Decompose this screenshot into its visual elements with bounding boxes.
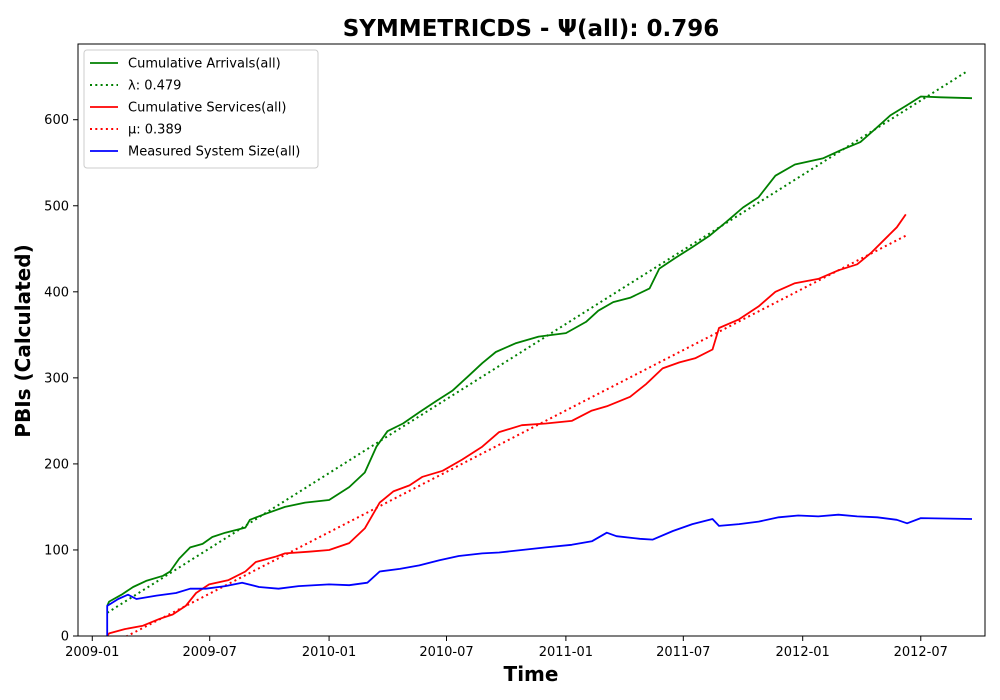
legend-box: [83, 49, 319, 169]
axes: 2009-01 2009-07 2010-01 2010-07 2011-01 2011-…: [44, 113, 948, 660]
legend-label-5: Measured System Size(all): [128, 145, 300, 160]
legend-label-1: Cumulative Arrivals(all): [128, 57, 281, 72]
legend-label-3: Cumulative Services(all): [128, 101, 286, 116]
x-axis-label: Time: [504, 662, 559, 686]
x-tick-label: 2009-07: [183, 645, 237, 660]
y-tick-label: 100: [44, 543, 69, 558]
series-line-3: [106, 213, 907, 636]
series-line-4: [125, 234, 908, 636]
x-tick-label: 2009-01: [65, 645, 119, 660]
y-tick-label: 400: [44, 285, 69, 300]
y-tick-label: 200: [44, 457, 69, 472]
chart-title: SYMMETRICDS - Ψ(all): 0.796: [343, 16, 720, 42]
y-tick-label: 0: [61, 630, 69, 645]
legend-label-2: λ: 0.479: [128, 79, 181, 94]
x-tick-label: 2012-07: [894, 645, 948, 660]
legend: Cumulative Arrivals(all) λ: 0.479 Cumulati…: [83, 49, 319, 169]
series-lines: [106, 70, 973, 636]
y-tick-label: 600: [44, 113, 69, 128]
y-tick-label: 500: [44, 199, 69, 214]
x-tick-label: 2011-01: [539, 645, 593, 660]
series-line-1: [106, 95, 973, 607]
y-tick-label: 300: [44, 371, 69, 386]
x-tick-label: 2011-07: [656, 645, 710, 660]
x-tick-label: 2010-01: [302, 645, 356, 660]
legend-label-4: μ: 0.389: [128, 123, 182, 138]
x-tick-label: 2012-01: [776, 645, 830, 660]
plot-frame: [77, 43, 986, 637]
x-tick-label: 2010-07: [419, 645, 473, 660]
y-axis-label: PBIs (Calculated): [11, 244, 35, 437]
series-line-5: [106, 513, 973, 636]
